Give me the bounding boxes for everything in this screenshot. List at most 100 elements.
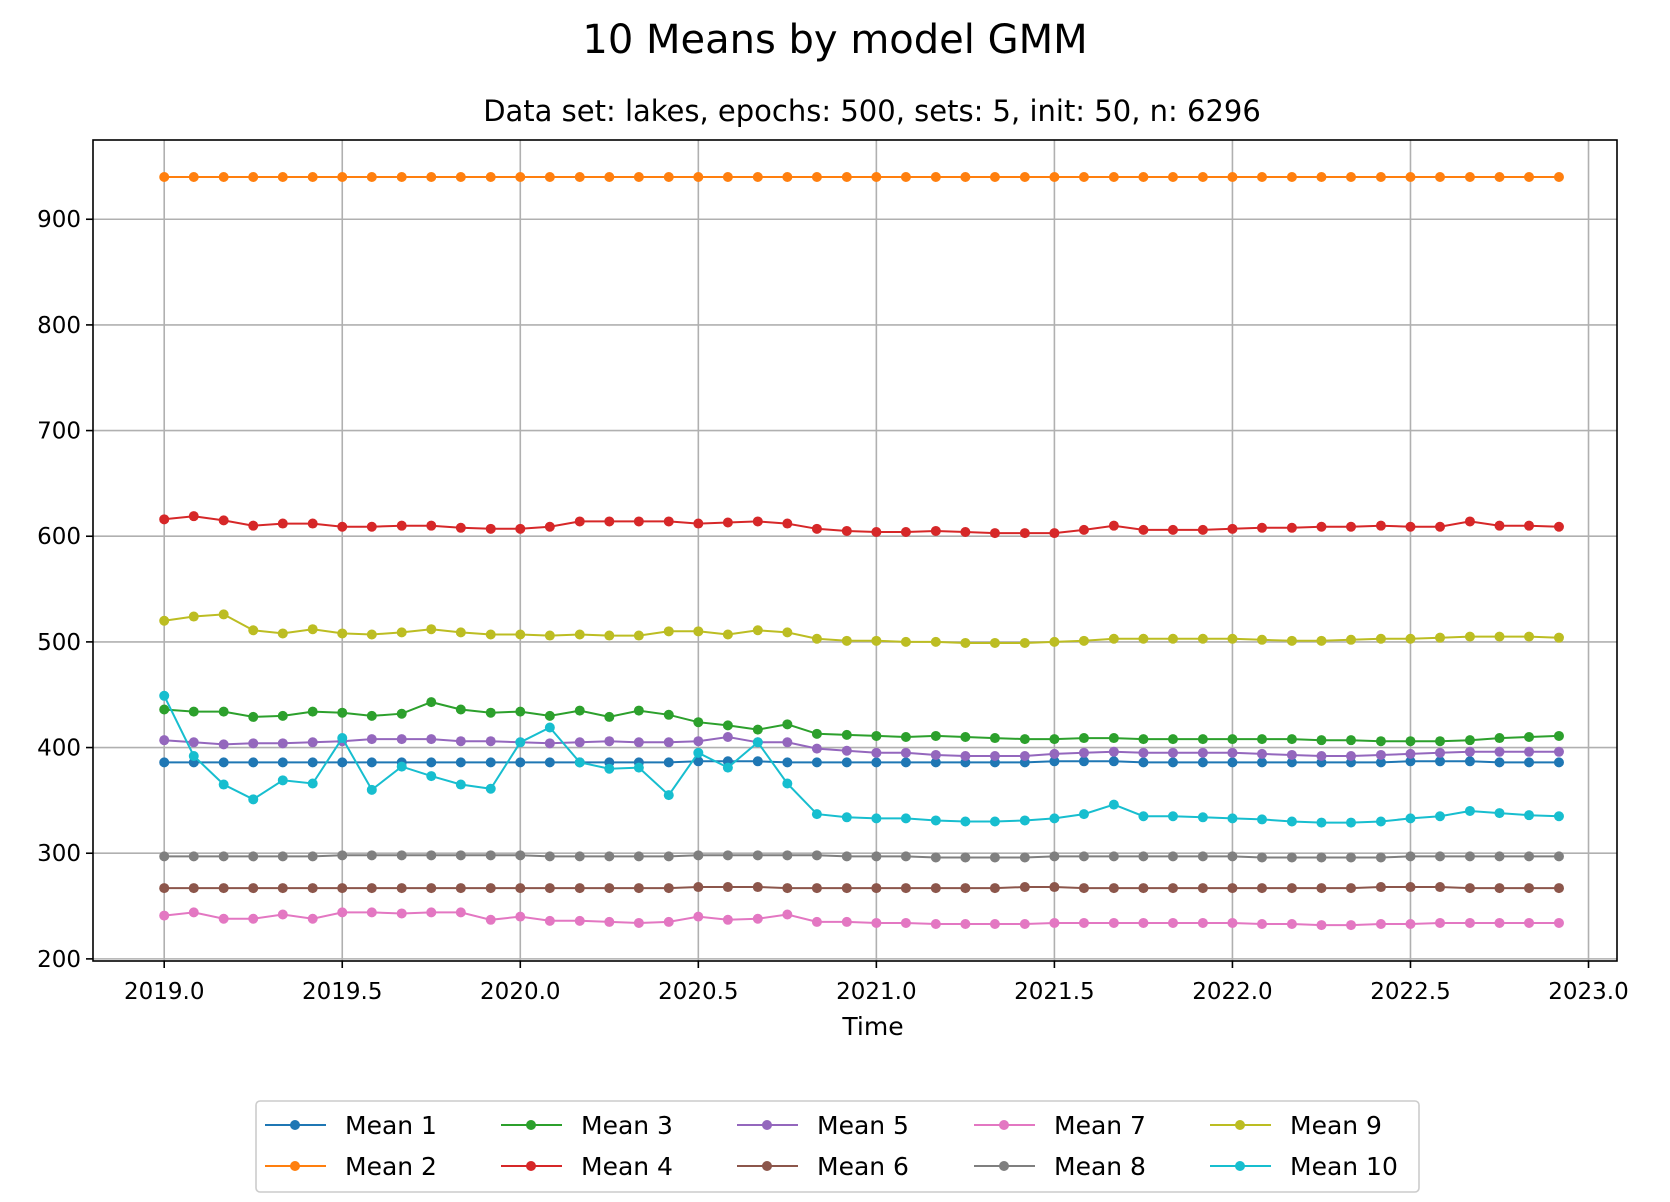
series-6	[159, 882, 1564, 894]
data-point	[366, 784, 377, 795]
data-point	[396, 883, 407, 894]
data-point	[1138, 171, 1149, 182]
data-point	[841, 812, 852, 823]
data-point	[1405, 919, 1416, 930]
data-point	[544, 915, 555, 926]
data-point	[900, 527, 911, 538]
data-point	[396, 761, 407, 772]
data-point	[663, 626, 674, 637]
data-point	[1524, 731, 1535, 742]
y-tick-label: 300	[37, 841, 81, 867]
data-point	[1435, 917, 1446, 928]
data-point	[1049, 171, 1060, 182]
data-point	[1197, 812, 1208, 823]
x-tick-label: 2020.5	[658, 979, 738, 1005]
data-point	[1227, 883, 1238, 894]
data-point	[989, 528, 1000, 539]
data-point	[248, 520, 259, 531]
data-point	[1019, 919, 1030, 930]
series-10	[159, 690, 1564, 828]
data-point	[1108, 171, 1119, 182]
data-point	[277, 757, 288, 768]
legend-box	[255, 1100, 1420, 1193]
data-point	[1227, 633, 1238, 644]
data-point	[841, 851, 852, 862]
data-point	[1316, 852, 1327, 863]
data-point	[1019, 751, 1030, 762]
data-point	[633, 737, 644, 748]
data-point	[1435, 756, 1446, 767]
data-point	[337, 850, 348, 861]
data-point	[752, 913, 763, 924]
x-tick-label: 2019.0	[124, 979, 204, 1005]
data-point	[574, 915, 585, 926]
data-point	[1494, 631, 1505, 642]
data-point	[455, 522, 466, 533]
data-point	[811, 743, 822, 754]
data-point	[604, 516, 615, 527]
data-point	[1375, 171, 1386, 182]
data-point	[1405, 748, 1416, 759]
data-point	[1553, 883, 1564, 894]
data-point	[248, 738, 259, 749]
data-point	[218, 913, 229, 924]
legend-marker	[762, 1161, 772, 1171]
series-8	[159, 850, 1564, 863]
data-point	[1553, 851, 1564, 862]
data-point	[1405, 171, 1416, 182]
data-point	[1464, 883, 1475, 894]
data-point	[752, 756, 763, 767]
data-point	[1078, 733, 1089, 744]
x-tick-label: 2020.0	[480, 979, 560, 1005]
data-point	[218, 757, 229, 768]
legend-label: Mean 9	[1290, 1111, 1382, 1140]
data-point	[366, 757, 377, 768]
data-point	[1108, 917, 1119, 928]
series-9	[159, 609, 1564, 648]
data-point	[218, 739, 229, 750]
data-point	[1553, 730, 1564, 741]
data-point	[782, 737, 793, 748]
data-point	[337, 521, 348, 532]
data-point	[307, 624, 318, 635]
series-4	[159, 511, 1564, 539]
data-point	[900, 851, 911, 862]
data-point	[871, 757, 882, 768]
data-point	[426, 171, 437, 182]
legend-marker	[290, 1161, 300, 1171]
data-point	[277, 851, 288, 862]
data-point	[426, 734, 437, 745]
data-point	[396, 171, 407, 182]
data-point	[811, 883, 822, 894]
data-point	[1464, 171, 1475, 182]
data-point	[989, 751, 1000, 762]
data-point	[960, 883, 971, 894]
y-tick-label: 800	[37, 313, 81, 339]
data-point	[485, 736, 496, 747]
data-point	[218, 779, 229, 790]
data-point	[841, 729, 852, 740]
data-point	[1494, 757, 1505, 768]
data-point	[366, 883, 377, 894]
data-point	[1346, 634, 1357, 645]
legend-item: Mean 6	[737, 1152, 909, 1181]
data-point	[248, 625, 259, 636]
data-point	[218, 609, 229, 620]
data-point	[1494, 808, 1505, 819]
data-point	[841, 757, 852, 768]
data-point	[871, 851, 882, 862]
data-point	[337, 733, 348, 744]
data-point	[1049, 636, 1060, 647]
data-point	[1494, 733, 1505, 744]
data-point	[1375, 736, 1386, 747]
data-point	[1405, 521, 1416, 532]
data-point	[426, 850, 437, 861]
data-point	[722, 882, 733, 893]
data-point	[1375, 749, 1386, 760]
data-point	[1464, 631, 1475, 642]
data-point	[1197, 851, 1208, 862]
data-point	[426, 697, 437, 708]
data-point	[1078, 524, 1089, 535]
data-point	[900, 731, 911, 742]
